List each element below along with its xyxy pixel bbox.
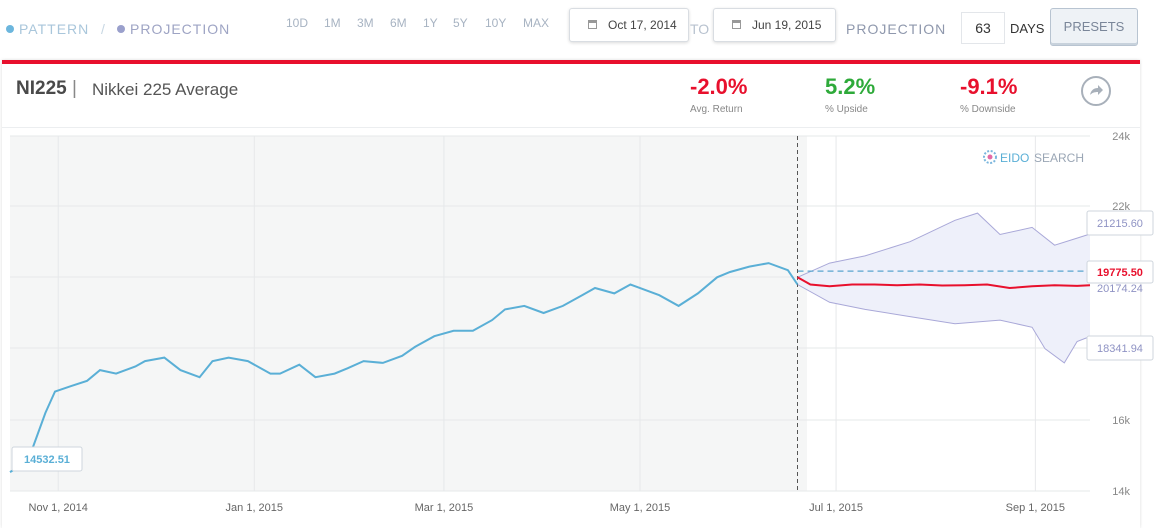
pattern-area-background (10, 136, 807, 491)
legend-toggle-pattern[interactable]: PATTERN (6, 21, 89, 37)
projection-label: PROJECTION (846, 21, 947, 37)
x-tick-label: May 1, 2015 (610, 502, 671, 514)
y-tick-label: 24k (1112, 131, 1130, 143)
share-arrow-icon (1090, 85, 1103, 95)
y-tick-label: 22k (1112, 201, 1130, 213)
calendar-icon (588, 20, 597, 29)
calendar-icon (732, 20, 741, 29)
x-tick-label: Sep 1, 2015 (1006, 502, 1065, 514)
range-button-6m[interactable]: 6M (390, 16, 407, 30)
callout-lower: 18341.94 (1086, 335, 1154, 361)
x-tick-label: Mar 1, 2015 (415, 502, 474, 514)
y-tick-label: 14k (1112, 486, 1130, 498)
x-tick-label: Jul 1, 2015 (809, 502, 863, 514)
stat-avg-return: -2.0% Avg. Return (690, 74, 747, 115)
share-button[interactable] (1081, 76, 1111, 106)
ticker-name: Nikkei 225 Average (92, 80, 239, 99)
range-button-10y[interactable]: 10Y (485, 16, 507, 30)
start-date-value: Oct 17, 2014 (608, 18, 677, 32)
y-axis-ticks: 24k 22k 16k 14k (1112, 131, 1130, 498)
x-tick-label: Nov 1, 2014 (29, 502, 88, 514)
pattern-start-callout: 14532.51 (11, 446, 83, 472)
range-button-max[interactable]: MAX (523, 16, 550, 30)
to-label: TO (690, 21, 710, 37)
eidosearch-logo-icon (983, 150, 997, 164)
range-button-1m[interactable]: 1M (324, 16, 341, 30)
range-button-10d[interactable]: 10D (286, 16, 309, 30)
x-tick-label: Jan 1, 2015 (226, 502, 284, 514)
days-label: DAYS (1010, 21, 1045, 36)
legend-pattern-label: PATTERN (19, 21, 90, 37)
range-button-1y[interactable]: 1Y (423, 16, 438, 30)
lower-band-line (797, 284, 1091, 364)
x-axis-ticks: Nov 1, 2014 Jan 1, 2015 Mar 1, 2015 May 1, … (29, 502, 1065, 514)
callout-lower-value: 18341.94 (1097, 343, 1143, 355)
pattern-dot-icon (6, 25, 14, 33)
avg-return-label: Avg. Return (690, 104, 743, 115)
range-button-5y[interactable]: 5Y (453, 16, 468, 30)
legend-projection-label: PROJECTION (130, 21, 231, 37)
projection-band-area (797, 213, 1090, 363)
callout-median-value: 19775.50 (1097, 267, 1143, 279)
callout-upper: 21215.60 (1086, 210, 1154, 236)
stat-upside: 5.2% % Upside (825, 74, 875, 115)
end-date-value: Jun 19, 2015 (752, 18, 822, 32)
callout-mean: 20174.24 (1097, 283, 1143, 295)
end-date-field[interactable]: Jun 19, 2015 (713, 8, 836, 42)
watermark-search: SEARCH (1034, 151, 1084, 165)
toolbar: PATTERN / PROJECTION 10D 1M 3M 6M 1Y 5Y … (0, 0, 1156, 58)
eidosearch-watermark: EIDO SEARCH (983, 150, 1084, 165)
avg-return-value: -2.0% (690, 74, 748, 99)
range-button-3m[interactable]: 3M (357, 16, 374, 30)
stat-downside: -9.1% % Downside (960, 74, 1017, 115)
pattern-series-line (9, 262, 799, 473)
start-date-field[interactable]: Oct 17, 2014 (569, 8, 689, 42)
pattern-start-value: 14532.51 (24, 454, 70, 466)
callout-median: 19775.50 (1086, 260, 1154, 284)
presets-button[interactable]: PRESETS (1050, 8, 1138, 46)
legend-separator: / (101, 21, 105, 37)
projection-series-line (797, 276, 1091, 290)
upper-band-line (797, 212, 1091, 278)
card-header: NI225 | Nikkei 225 Average -2.0% Avg. Re… (2, 64, 1140, 128)
callout-upper-value: 21215.60 (1097, 218, 1143, 230)
legend-toggle-projection[interactable]: PROJECTION (117, 21, 230, 37)
upside-value: 5.2% (825, 74, 876, 99)
ticker-symbol: NI225 | (16, 78, 77, 99)
projection-dot-icon (117, 25, 125, 33)
watermark-eido: EIDO (1000, 151, 1029, 165)
downside-value: -9.1% (960, 74, 1018, 99)
projection-days-input[interactable]: 63 (961, 12, 1005, 44)
callout-mean-value: 20174.24 (1097, 283, 1143, 295)
downside-label: % Downside (960, 104, 1016, 115)
y-tick-label: 16k (1112, 415, 1130, 427)
upside-label: % Upside (825, 104, 868, 115)
